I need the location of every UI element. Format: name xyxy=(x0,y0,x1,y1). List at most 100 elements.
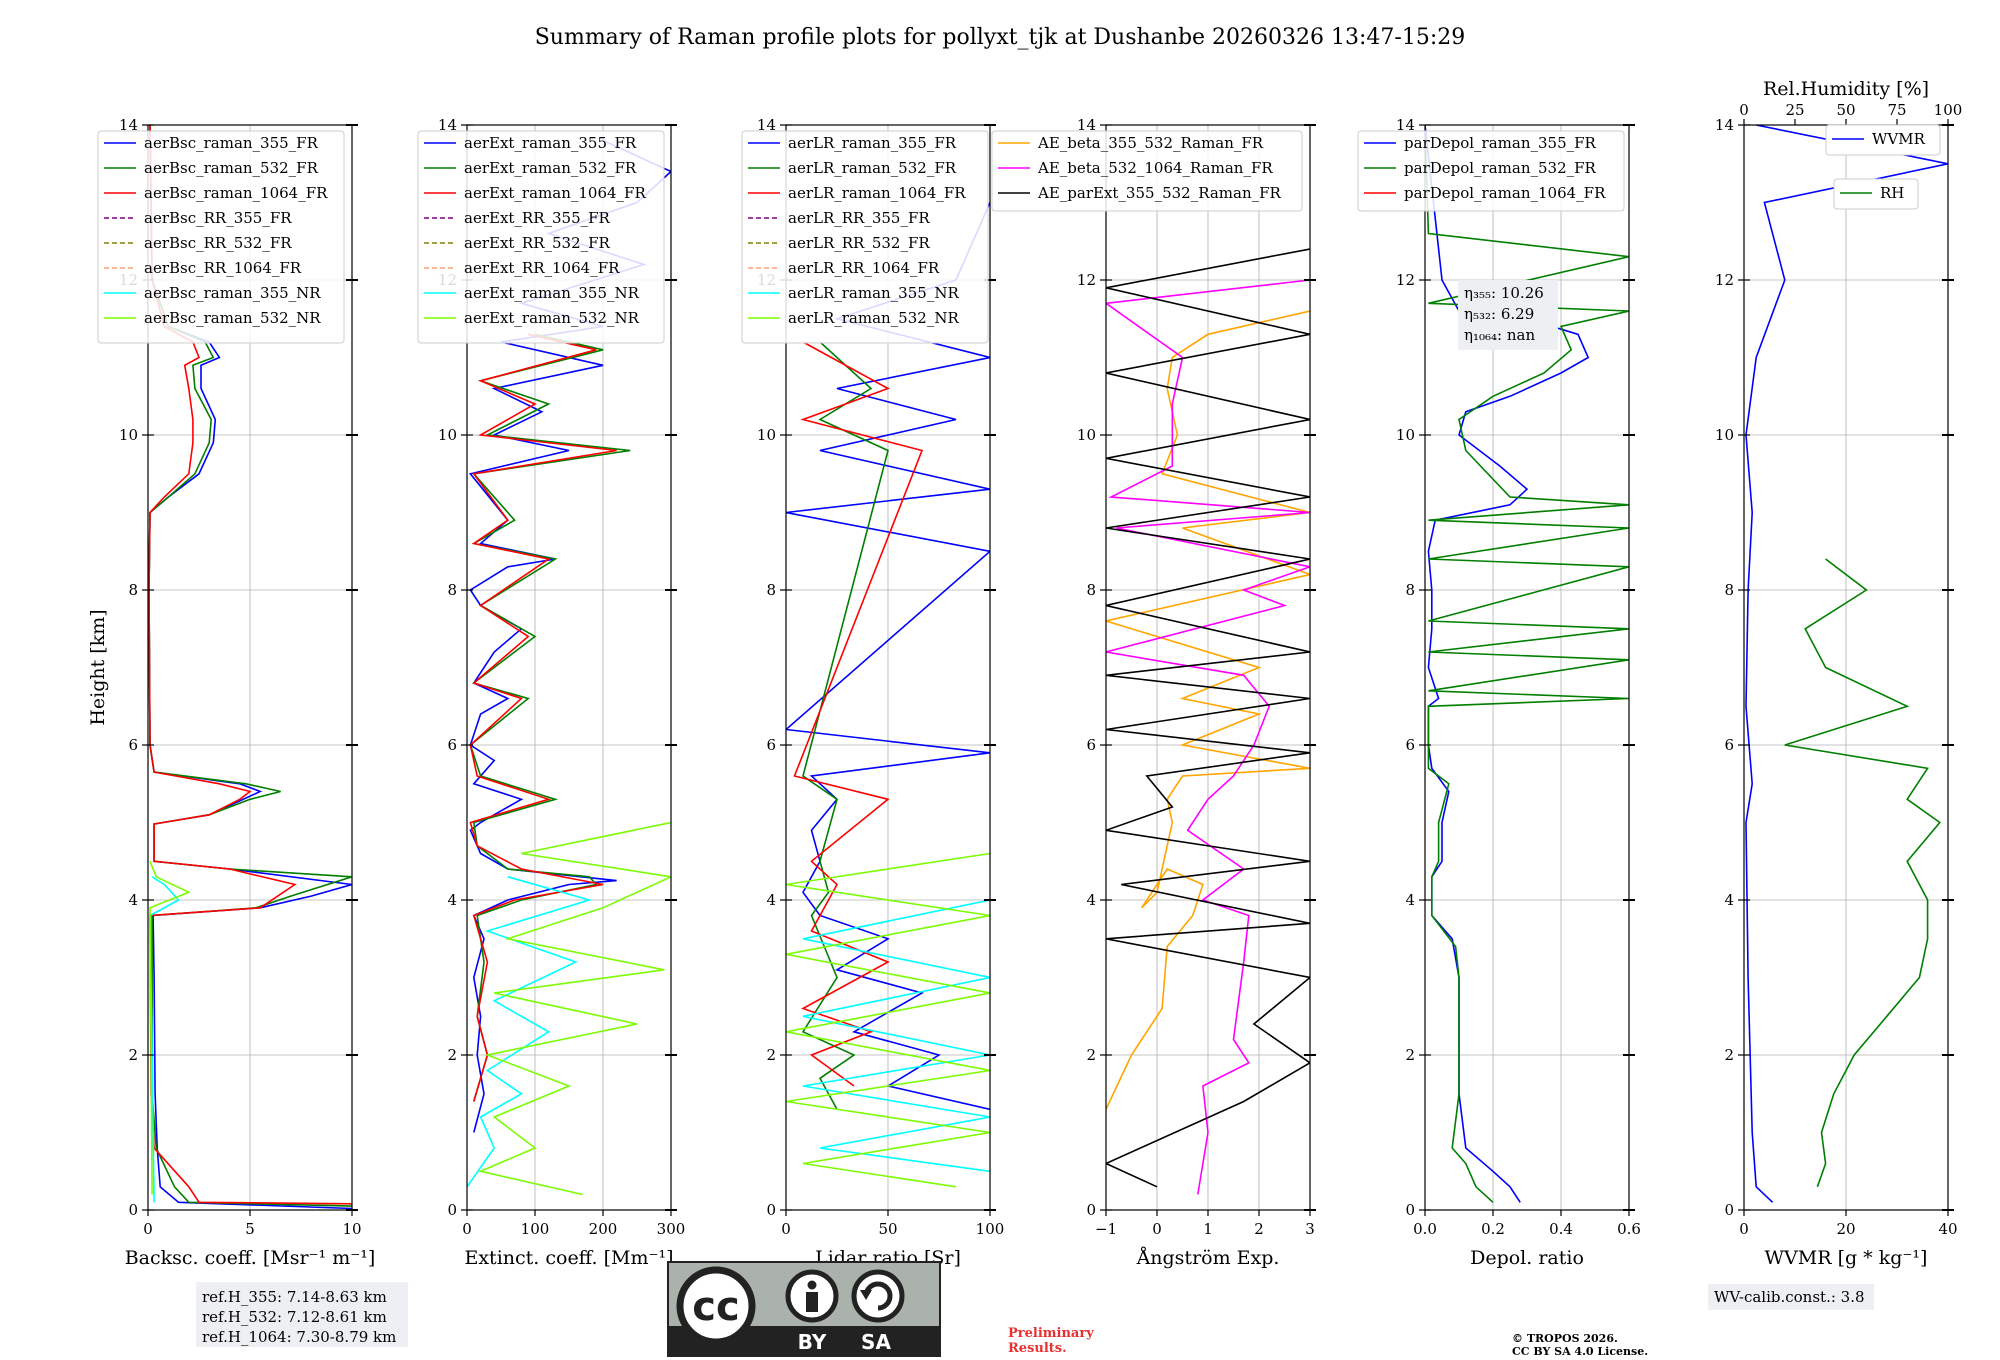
panel-ext: 024681012140100200300Extinct. coeff. [Mm… xyxy=(417,116,685,1269)
series-ext-1 xyxy=(469,333,631,1102)
legend-box-dep xyxy=(1357,130,1625,212)
legend-label-ext-6: aerExt_raman_355_NR xyxy=(464,284,640,302)
series-lr-3 xyxy=(802,899,990,1173)
legend-label-bsc-2: aerBsc_raman_1064_FR xyxy=(144,184,328,202)
legend-label-lr-2: aerLR_raman_1064_FR xyxy=(788,184,966,202)
ytick-label-dep-5: 10 xyxy=(1396,426,1415,444)
legend-wv-1: RH xyxy=(1833,178,1919,210)
xtick-label-bsc-1: 5 xyxy=(245,1220,255,1238)
xlabel-ae: Ångström Exp. xyxy=(1136,1247,1280,1269)
ytick-label-bsc-1: 2 xyxy=(128,1046,138,1064)
cc-logo-text: cc xyxy=(692,1284,739,1330)
legend-label-ae-2: AE_parExt_355_532_Raman_FR xyxy=(1037,184,1282,202)
legend-label-lr-4: aerLR_RR_532_FR xyxy=(788,234,930,252)
ytick-label-wv-7: 14 xyxy=(1715,116,1734,134)
legend-label-lr-3: aerLR_RR_355_FR xyxy=(788,209,930,227)
legend-label-lr-0: aerLR_raman_355_FR xyxy=(788,134,957,152)
ytick-label-ae-6: 12 xyxy=(1077,271,1096,289)
top-xtick-label-wv-1: 25 xyxy=(1785,101,1804,119)
annotation-box xyxy=(1458,280,1558,350)
ytick-label-ext-3: 6 xyxy=(447,736,457,754)
xtick-label-lr-2: 100 xyxy=(976,1220,1005,1238)
xtick-label-dep-2: 0.4 xyxy=(1549,1220,1573,1238)
legend-label-dep-0: parDepol_raman_355_FR xyxy=(1404,134,1597,152)
xlabel-dep: Depol. ratio xyxy=(1470,1247,1584,1269)
figure-title: Summary of Raman profile plots for polly… xyxy=(535,25,1466,50)
series-ext-4 xyxy=(478,821,671,1196)
legend-label-bsc-6: aerBsc_raman_355_NR xyxy=(144,284,321,302)
ytick-label-wv-6: 12 xyxy=(1715,271,1734,289)
ytick-label-ext-1: 2 xyxy=(447,1046,457,1064)
xtick-label-bsc-2: 10 xyxy=(342,1220,361,1238)
xtick-label-ext-2: 200 xyxy=(589,1220,618,1238)
legend-wv-0: WVMR xyxy=(1825,124,1941,156)
ytick-label-dep-7: 14 xyxy=(1396,116,1415,134)
legend-lr: aerLR_raman_355_FR aerLR_raman_532_FR aerL… xyxy=(741,130,989,344)
xtick-label-wv-0: 0 xyxy=(1739,1220,1749,1238)
legend-label-lr-1: aerLR_raman_532_FR xyxy=(788,159,957,177)
xtick-label-lr-1: 50 xyxy=(878,1220,897,1238)
series-bsc-3 xyxy=(149,876,180,1203)
legend-box-bsc xyxy=(97,130,345,344)
xtick-label-ae-1: 0 xyxy=(1152,1220,1162,1238)
series-ae-1 xyxy=(1106,279,1310,1195)
cc-by-sa-badge[interactable]: cc BY SA xyxy=(667,1261,941,1357)
ytick-label-ae-1: 2 xyxy=(1086,1046,1096,1064)
xtick-label-wv-1: 20 xyxy=(1836,1220,1855,1238)
xtick-label-ae-3: 2 xyxy=(1254,1220,1264,1238)
panel-lr: 02468101214050100Lidar ratio [Sr]aerLR_r… xyxy=(741,116,1005,1269)
panels: 024681012140510Backsc. coeff. [Msr⁻¹ m⁻¹… xyxy=(87,78,1962,1269)
ylabel-bsc: Height [km] xyxy=(87,609,109,725)
series-dep-1 xyxy=(1425,125,1629,1203)
series-wv-0 xyxy=(1745,125,1948,1203)
legend-dep: parDepol_raman_355_FR parDepol_raman_532_… xyxy=(1357,130,1625,212)
wv-calib-info: WV-calib.const.: 3.8 xyxy=(1708,1284,1874,1310)
ytick-label-bsc-5: 10 xyxy=(119,426,138,444)
ytick-label-lr-1: 2 xyxy=(766,1046,776,1064)
legend-label-ext-4: aerExt_RR_532_FR xyxy=(464,234,611,252)
ytick-label-dep-2: 4 xyxy=(1405,891,1415,909)
ytick-label-lr-5: 10 xyxy=(757,426,776,444)
axes-frame-ext xyxy=(466,124,672,1211)
eta-1064: η₁₀₆₄: nan xyxy=(1464,326,1535,344)
ytick-label-bsc-3: 6 xyxy=(128,736,138,754)
xtick-label-ae-0: −1 xyxy=(1095,1220,1117,1238)
panel-wv: 0 2 4 6 8 10 12 14 0 20 40 WVMR [g * kg⁻¹] 0 25 50 75 10… xyxy=(1715,78,1962,1269)
ytick-label-ae-3: 6 xyxy=(1086,736,1096,754)
copyright-line-1: © TROPOS 2026. xyxy=(1512,1332,1618,1345)
top-xtick-label-wv-0: 0 xyxy=(1739,101,1749,119)
top-xtick-label-wv-4: 100 xyxy=(1934,101,1963,119)
legend-label-lr-5: aerLR_RR_1064_FR xyxy=(788,259,940,277)
cc-logo-icon xyxy=(676,1266,756,1346)
xtick-label-dep-3: 0.6 xyxy=(1617,1220,1641,1238)
series-ext-3 xyxy=(467,876,593,1188)
top-xtick-label-wv-3: 75 xyxy=(1887,101,1906,119)
xtick-label-wv-2: 40 xyxy=(1938,1220,1957,1238)
ref-h-1064: ref.H_1064: 7.30-8.79 km xyxy=(202,1328,396,1346)
legend-ae: AE_beta_355_532_Raman_FR AE_beta_532_1064… xyxy=(991,130,1303,212)
series-lr-2 xyxy=(793,341,924,1087)
legend-label-bsc-0: aerBsc_raman_355_FR xyxy=(144,134,319,152)
ref-height-info: ref.H_355: 7.14-8.63 km ref.H_532: 7.12-… xyxy=(196,1282,408,1347)
legend-label-bsc-3: aerBsc_RR_355_FR xyxy=(144,209,292,227)
legend-box-ae xyxy=(991,130,1303,212)
ytick-label-bsc-7: 14 xyxy=(119,116,138,134)
legend-ext: aerExt_raman_355_FR aerExt_raman_532_FRae… xyxy=(417,130,665,344)
ytick-label-bsc-4: 8 xyxy=(128,581,138,599)
top-xtick-label-wv-2: 50 xyxy=(1836,101,1855,119)
series-ext-2 xyxy=(469,333,617,1102)
xlabel-wv: WVMR [g * kg⁻¹] xyxy=(1765,1247,1928,1269)
series-ae-2 xyxy=(1106,248,1310,1188)
ytick-label-wv-1: 2 xyxy=(1724,1046,1734,1064)
ytick-label-ae-7: 14 xyxy=(1077,116,1096,134)
series-dep-0 xyxy=(1425,125,1590,1203)
ytick-label-ae-4: 8 xyxy=(1086,581,1096,599)
ytick-label-wv-4: 8 xyxy=(1724,581,1734,599)
xtick-label-lr-0: 0 xyxy=(781,1220,791,1238)
xtick-label-dep-0: 0.0 xyxy=(1413,1220,1437,1238)
ytick-label-lr-0: 0 xyxy=(766,1201,776,1219)
legend-label-lr-7: aerLR_raman_532_NR xyxy=(788,309,959,327)
preliminary-note-1: Preliminary xyxy=(1008,1326,1094,1341)
ytick-label-lr-2: 4 xyxy=(766,891,776,909)
